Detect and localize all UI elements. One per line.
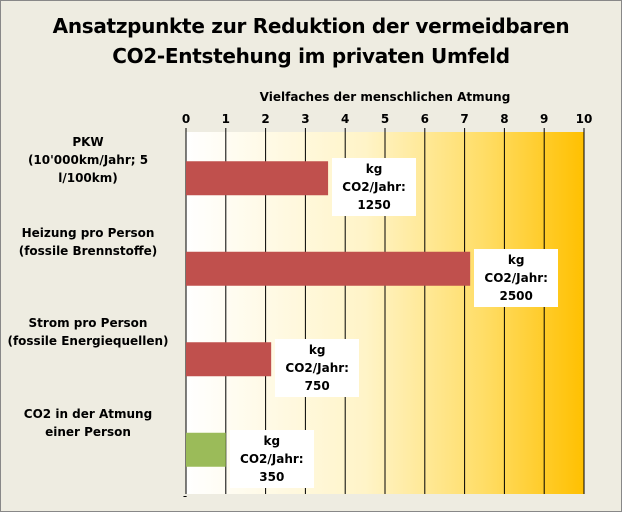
data-label-4: kg CO2/Jahr: 350: [229, 429, 314, 488]
x-tick-label: 10: [576, 112, 593, 126]
data-label-line: 2500: [499, 288, 533, 303]
bar-2: [186, 251, 471, 286]
chart-title-line-1: Ansatzpunkte zur Reduktion der vermeidba…: [52, 14, 570, 38]
chart-title-line-2: CO2-Entstehung im privaten Umfeld: [112, 44, 510, 68]
x-tick-label: 1: [222, 112, 230, 126]
data-label-line: kg CO2/Jahr:: [285, 343, 349, 376]
category-label-line: (fossile Brennstoffe): [18, 243, 158, 258]
category-label-line: Heizung pro Person: [21, 225, 155, 240]
data-label-3: kg CO2/Jahr: 750: [275, 339, 360, 398]
x-tick-label: 2: [261, 112, 269, 126]
bar-4: [186, 432, 226, 467]
x-tick-label: 6: [421, 112, 429, 126]
category-label-4: CO2 in der Atmung einer Person: [0, 405, 176, 441]
bottom-axis-marker: -: [183, 489, 187, 503]
x-axis-label: Vielfaches der menschlichen Atmung: [260, 90, 511, 104]
category-label-line: (fossile Energiequellen): [7, 334, 169, 348]
x-tick-label: 0: [182, 112, 190, 126]
category-label-1: PKW (10'000km/Jahr; 5 l/100km): [0, 133, 176, 187]
data-label-line: 750: [304, 379, 330, 394]
x-tick-label: 3: [301, 112, 309, 126]
x-tick-label: 5: [381, 112, 389, 126]
data-label-line: 1250: [357, 198, 391, 213]
x-tick-label: 4: [341, 112, 349, 126]
data-label-line: kg CO2/Jahr:: [342, 162, 406, 195]
bar-1: [186, 161, 329, 196]
category-label-3: Strom pro Person (fossile Energiequellen): [0, 314, 176, 350]
bar-3: [186, 342, 272, 377]
category-label-line: CO2 in der Atmung: [23, 406, 153, 421]
data-label-line: kg CO2/Jahr:: [484, 252, 548, 285]
category-label-2: Heizung pro Person (fossile Brennstoffe): [0, 224, 176, 260]
category-label-line: einer Person: [45, 424, 131, 439]
data-label-line: kg CO2/Jahr:: [240, 433, 304, 466]
x-tick-label: 8: [500, 112, 508, 126]
data-label-line: 350: [259, 469, 285, 484]
x-tick-label: 7: [460, 112, 468, 126]
data-label-1: kg CO2/Jahr: 1250: [332, 158, 417, 217]
data-label-2: kg CO2/Jahr: 2500: [474, 248, 559, 307]
category-label-line: PKW: [72, 135, 104, 149]
category-label-line: Strom pro Person: [28, 316, 148, 330]
category-label-line: (10'000km/Jahr; 5 l/100km): [27, 153, 149, 185]
x-tick-label: 9: [540, 112, 548, 126]
